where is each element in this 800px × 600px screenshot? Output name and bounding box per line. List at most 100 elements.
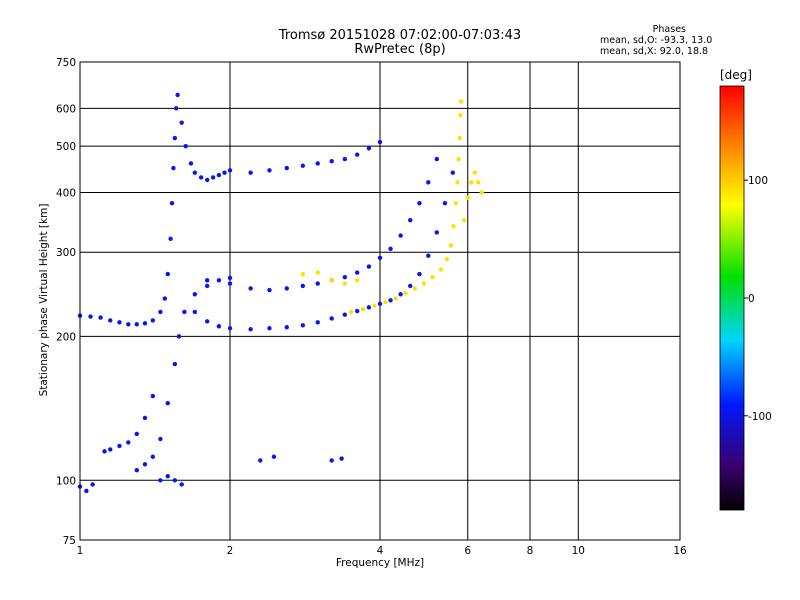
- data-point-o: [204, 283, 210, 289]
- y-tick-label: 600: [56, 103, 76, 115]
- x-tick-labels: 1 2 4 6 8 10 16: [77, 545, 687, 557]
- data-point-o: [134, 431, 139, 437]
- data-point-o: [204, 319, 210, 324]
- data-point-o: [142, 321, 148, 326]
- data-point-o: [366, 264, 372, 269]
- data-point-o: [172, 478, 178, 483]
- x-tick-label: 6: [464, 545, 471, 557]
- data-point-o: [84, 488, 89, 494]
- data-point-o: [176, 334, 182, 339]
- y-tick-label: 400: [56, 187, 76, 199]
- data-point-o: [175, 92, 180, 98]
- chart-subtitle: RwPretec (8p): [354, 42, 446, 57]
- data-point-o: [248, 170, 253, 175]
- data-point-o: [216, 172, 222, 178]
- data-point-x: [457, 135, 462, 141]
- plot-frame: [79, 61, 681, 541]
- data-point-o: [216, 324, 222, 329]
- data-point-o: [300, 283, 306, 289]
- data-point-o: [329, 316, 334, 321]
- data-point-o: [117, 320, 122, 325]
- data-point-x: [461, 218, 467, 223]
- y-tick-labels: 75 100 200 300 400 500 600 750: [56, 57, 76, 547]
- data-point-o: [134, 467, 139, 473]
- data-point-o: [165, 400, 170, 406]
- data-point-x: [458, 113, 463, 118]
- x-tick-label: 16: [673, 545, 687, 557]
- data-point-o: [284, 165, 289, 171]
- data-point-x: [438, 267, 444, 272]
- data-point-x: [360, 306, 366, 312]
- data-point-o: [204, 177, 210, 183]
- data-point-o: [388, 246, 393, 251]
- data-point-o: [198, 175, 204, 180]
- data-point-x: [329, 278, 334, 283]
- data-point-o: [150, 454, 156, 459]
- x-tick-label: 4: [377, 545, 384, 557]
- data-point-o: [354, 152, 360, 157]
- data-point-o: [126, 440, 131, 445]
- data-point-o: [204, 278, 210, 283]
- colorbar: [719, 85, 745, 511]
- data-point-o: [162, 296, 168, 301]
- data-point-o: [134, 322, 139, 327]
- data-point-o: [315, 320, 320, 325]
- data-point-o: [168, 236, 173, 242]
- data-point-o: [150, 318, 156, 323]
- data-point-o: [90, 482, 95, 487]
- data-point-o: [366, 146, 372, 151]
- y-tick-label: 75: [63, 535, 76, 547]
- data-point-o: [450, 170, 456, 175]
- data-point-x: [465, 195, 470, 200]
- data-point-o: [271, 454, 277, 459]
- data-point-o: [158, 436, 163, 442]
- data-point-x: [453, 200, 459, 206]
- legend-line-x: mean, sd,X: 92.0, 18.8: [600, 46, 709, 57]
- data-point-o: [227, 168, 233, 173]
- data-point-o: [284, 325, 289, 330]
- data-point-o: [258, 458, 263, 463]
- y-tick-label: 300: [56, 247, 76, 259]
- data-point-o: [388, 298, 393, 303]
- data-point-o: [192, 170, 198, 175]
- y-tick-label: 200: [56, 331, 76, 343]
- data-point-o: [174, 106, 179, 111]
- data-point-o: [227, 326, 233, 331]
- legend-title: Phases: [652, 24, 686, 35]
- data-point-o: [366, 305, 372, 310]
- data-point-o: [377, 255, 383, 261]
- y-tick-label: 750: [56, 57, 76, 69]
- data-point-o: [408, 283, 413, 289]
- data-point-o: [315, 281, 320, 286]
- data-point-x: [372, 303, 377, 308]
- data-point-o: [227, 275, 233, 281]
- data-point-o: [192, 292, 198, 297]
- x-tick-label: 1: [77, 545, 84, 557]
- colorbar-tick-label: 100: [748, 175, 768, 187]
- data-point-o: [426, 253, 431, 258]
- colorbar-tick-label: -100: [748, 411, 772, 423]
- data-point-o: [284, 286, 289, 291]
- data-point-o: [126, 322, 131, 327]
- data-point-o: [434, 156, 439, 162]
- data-point-o: [300, 163, 306, 168]
- data-point-o: [171, 165, 176, 171]
- data-point-x: [479, 190, 484, 195]
- data-point-o: [417, 271, 422, 277]
- data-point-o: [192, 309, 198, 315]
- data-point-o: [354, 308, 360, 314]
- x-tick-label: 8: [527, 545, 534, 557]
- data-point-o: [267, 168, 272, 173]
- data-point-o: [169, 200, 175, 206]
- data-point-o: [248, 327, 253, 332]
- x-tick-label: 2: [227, 545, 234, 557]
- data-point-x: [458, 99, 464, 104]
- data-point-o: [142, 462, 148, 467]
- data-point-o: [267, 287, 272, 293]
- data-point-x: [456, 156, 461, 162]
- data-point-o: [179, 482, 184, 487]
- data-point-o: [172, 135, 178, 141]
- data-point-x: [455, 180, 460, 185]
- data-point-x: [412, 286, 418, 291]
